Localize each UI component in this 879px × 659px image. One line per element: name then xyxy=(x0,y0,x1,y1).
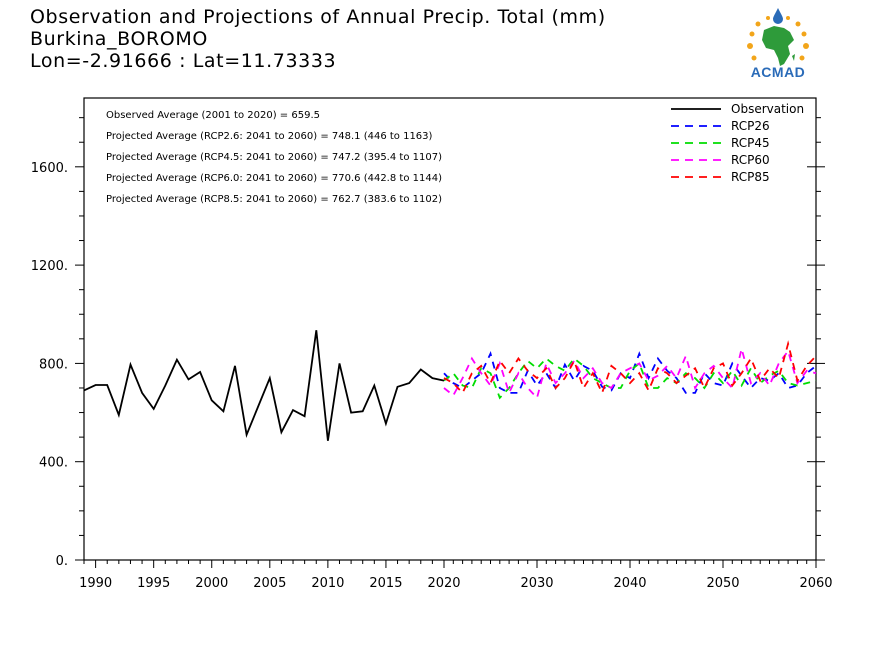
legend-label-rcp60: RCP60 xyxy=(731,153,770,167)
annotation-line: Observed Average (2001 to 2020) = 659.5 xyxy=(106,110,320,121)
chart-frame xyxy=(83,97,817,561)
plot-frame xyxy=(83,97,817,561)
y-tick-label: 0. xyxy=(56,554,68,569)
annotation-line: Projected Average (RCP4.5: 2041 to 2060)… xyxy=(106,152,442,163)
x-tick-label: 2020 xyxy=(427,576,460,591)
legend: Observation RCP26 RCP45 RCP60 RCP85 xyxy=(671,102,804,184)
x-tick-label: 2060 xyxy=(799,576,832,591)
annotation-line: Projected Average (RCP8.5: 2041 to 2060)… xyxy=(106,194,442,205)
x-tick-label: 2000 xyxy=(195,576,228,591)
series-line-rcp60 xyxy=(443,348,817,400)
x-tick-label: 2015 xyxy=(369,576,402,591)
annotations: Observed Average (2001 to 2020) = 659.5 P… xyxy=(106,110,442,205)
series-line-rcp26 xyxy=(443,351,817,394)
legend-label-rcp85: RCP85 xyxy=(731,170,770,184)
acmad-logo-text: ACMAD xyxy=(750,64,806,80)
y-tick-label: 1200. xyxy=(31,259,68,274)
legend-label-observation: Observation xyxy=(731,102,804,116)
x-tick-label: 2005 xyxy=(253,576,286,591)
legend-label-rcp26: RCP26 xyxy=(731,119,770,133)
y-tick-label: 1600. xyxy=(31,161,68,176)
x-tick-label: 2010 xyxy=(311,576,344,591)
station-coordinates: Lon=-2.91666 : Lat=11.73333 xyxy=(30,50,337,72)
annotation-line: Projected Average (RCP6.0: 2041 to 2060)… xyxy=(106,173,442,184)
axis-ticks xyxy=(75,117,825,568)
series-line-rcp85 xyxy=(443,340,817,396)
y-tick-label: 400. xyxy=(39,456,68,471)
y-tick-label: 800. xyxy=(39,357,68,372)
x-tick-labels: 1990 1995 2000 2005 2010 2015 2020 2030 2040 2050… xyxy=(79,576,832,591)
series-layer xyxy=(83,330,817,441)
y-tick-labels: 0. 400. 800. 1200. 1600. xyxy=(31,161,68,569)
x-tick-label: 1995 xyxy=(137,576,170,591)
legend-label-rcp45: RCP45 xyxy=(731,136,770,150)
x-tick-label: 2040 xyxy=(613,576,646,591)
x-tick-label: 1990 xyxy=(79,576,112,591)
sun-rays-icon xyxy=(747,16,809,61)
x-tick-label: 2030 xyxy=(520,576,553,591)
chart-title-block: Observation and Projections of Annual Pr… xyxy=(30,6,606,72)
station-name: Burkina_BOROMO xyxy=(30,28,208,50)
africa-map-icon xyxy=(762,26,794,66)
acmad-logo xyxy=(747,8,809,66)
annotation-line: Projected Average (RCP2.6: 2041 to 2060)… xyxy=(106,131,433,142)
chart-title: Observation and Projections of Annual Pr… xyxy=(30,6,606,28)
series-line-rcp45 xyxy=(443,357,817,400)
x-tick-label: 2050 xyxy=(706,576,739,591)
series-line-observation xyxy=(83,330,445,441)
water-drop-icon xyxy=(773,8,783,24)
